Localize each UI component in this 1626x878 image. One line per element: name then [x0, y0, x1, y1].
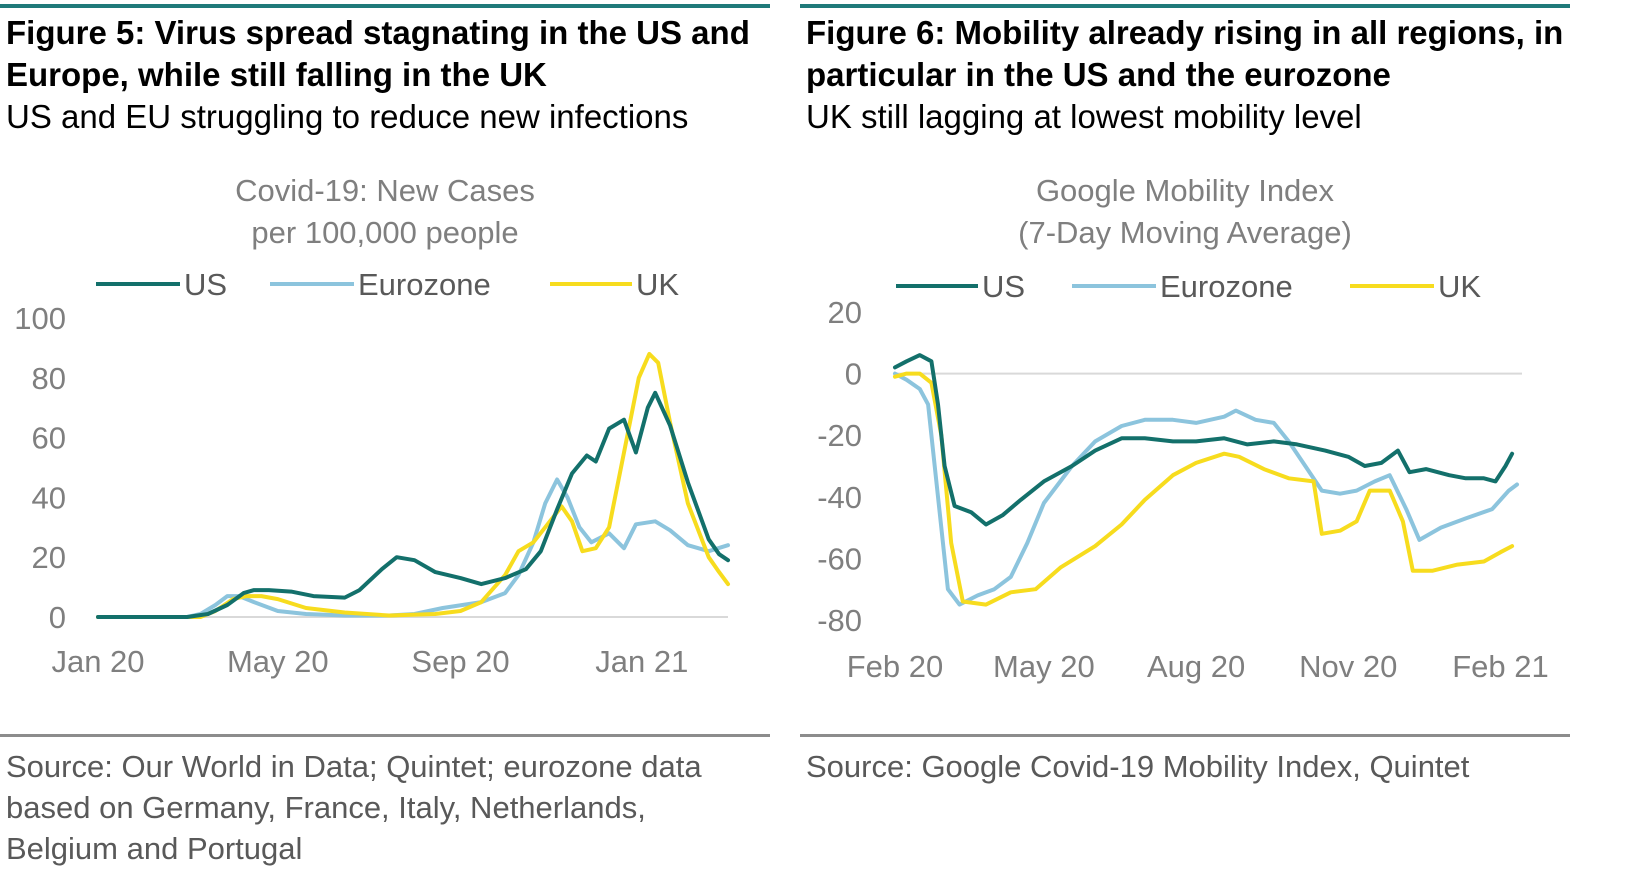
y-tick-label: -20 [817, 418, 862, 453]
y-tick-label: 20 [828, 295, 862, 330]
y-tick-label: -40 [817, 480, 862, 515]
legend-label-uk: UK [1438, 269, 1481, 304]
x-tick-label: Feb 20 [847, 649, 944, 684]
legend-label-us: US [184, 267, 227, 302]
mobility-chart: Google Mobility Index (7-Day Moving Avera… [817, 173, 1549, 684]
y-tick-label: 80 [32, 361, 66, 396]
figure-6-subtitle: UK still lagging at lowest mobility leve… [806, 98, 1362, 135]
figure-6-title: Figure 6: Mobility already rising in all… [806, 14, 1564, 93]
chart-title-line: (7-Day Moving Average) [1018, 215, 1352, 250]
figure-5-panel: Figure 5: Virus spread stagnating in the… [0, 0, 770, 878]
series-line-uk [893, 371, 1515, 607]
figure-5-source: Source: Our World in Data; Quintet; euro… [6, 749, 702, 866]
x-tick-label: Jan 20 [51, 644, 144, 679]
chart-title-line: Covid-19: New Cases [235, 173, 535, 208]
legend-label-eurozone: Eurozone [1160, 269, 1293, 304]
series-line-uk [96, 351, 730, 619]
y-tick-label: 0 [49, 600, 66, 635]
x-tick-label: May 20 [227, 644, 329, 679]
x-tick-label: Sep 20 [411, 644, 509, 679]
series-line-eurozone [96, 477, 730, 619]
x-tick-label: Feb 21 [1452, 649, 1549, 684]
y-tick-label: 0 [845, 357, 862, 392]
top-rule [0, 4, 770, 8]
x-tick-label: May 20 [993, 649, 1095, 684]
y-tick-label: -80 [817, 603, 862, 638]
series-line-us [96, 390, 730, 619]
top-rule [800, 4, 1570, 8]
legend-label-uk: UK [636, 267, 679, 302]
x-tick-label: Aug 20 [1147, 649, 1245, 684]
bottom-rule [800, 734, 1570, 737]
legend-label-us: US [982, 269, 1025, 304]
y-tick-label: 20 [32, 540, 66, 575]
chart-title-line: per 100,000 people [251, 215, 518, 250]
cases-chart: Covid-19: New Cases per 100,000 people US E… [14, 173, 730, 679]
figure-5-title: Figure 5: Virus spread stagnating in the… [6, 14, 750, 93]
x-tick-label: Jan 21 [595, 644, 688, 679]
y-tick-label: 60 [32, 421, 66, 456]
figure-6-source: Source: Google Covid-19 Mobility Index, … [806, 749, 1470, 784]
series-line-eurozone [893, 371, 1519, 607]
y-tick-label: 100 [14, 301, 66, 336]
figure-5-subtitle: US and EU struggling to reduce new infec… [6, 98, 689, 135]
y-tick-label: 40 [32, 480, 66, 515]
y-tick-label: -60 [817, 541, 862, 576]
series-line-us [893, 353, 1515, 527]
bottom-rule [0, 734, 770, 737]
x-tick-label: Nov 20 [1299, 649, 1397, 684]
legend-label-eurozone: Eurozone [358, 267, 491, 302]
figure-6-panel: Figure 6: Mobility already rising in all… [800, 0, 1570, 878]
chart-title-line: Google Mobility Index [1036, 173, 1335, 208]
